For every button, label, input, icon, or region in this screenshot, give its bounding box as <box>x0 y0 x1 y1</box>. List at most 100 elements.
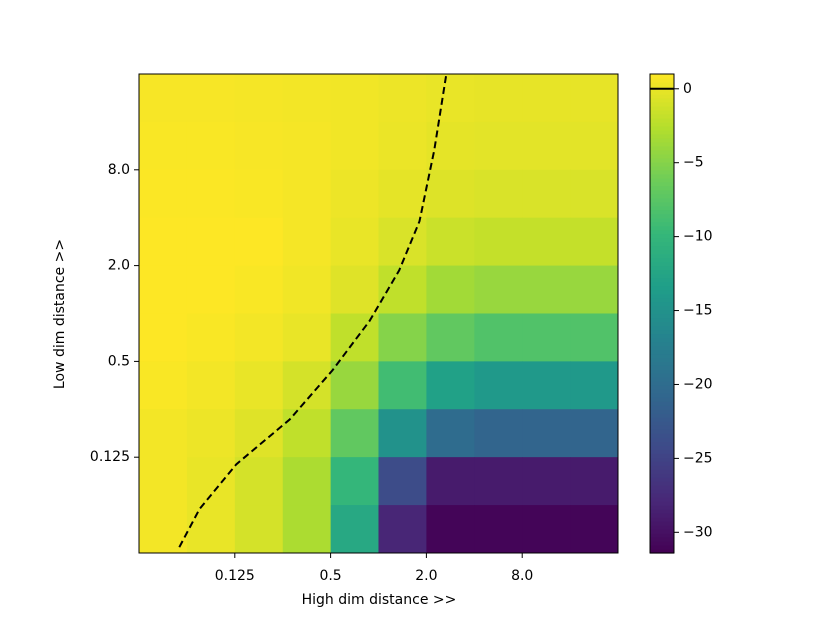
colorbar-slice <box>650 445 674 450</box>
colorbar-slice <box>650 89 674 95</box>
colorbar-slice <box>650 413 674 418</box>
colorbar-slice <box>650 281 674 287</box>
colorbar-slice <box>650 301 674 307</box>
heatmap-cell <box>378 409 427 458</box>
colorbar-slice <box>650 517 674 522</box>
colorbar-slice <box>650 289 674 295</box>
heatmap-cell <box>234 169 284 219</box>
heatmap-cell <box>330 313 379 362</box>
heatmap-cell <box>282 409 332 458</box>
colorbar-tick-label: −30 <box>683 524 713 540</box>
colorbar-slice <box>650 209 674 215</box>
heatmap-cell <box>426 169 475 219</box>
heatmap-cell <box>282 217 332 267</box>
colorbar-slice <box>650 101 674 107</box>
colorbar-slice <box>650 429 674 434</box>
heatmap-cell <box>474 121 523 171</box>
x-tick-label: 2.0 <box>415 568 437 584</box>
colorbar-slice <box>650 533 674 538</box>
heatmap-cell <box>234 265 284 315</box>
heatmap-cell <box>186 265 236 315</box>
colorbar-slice <box>650 77 674 83</box>
colorbar-tick-label: 0 <box>683 81 692 97</box>
colorbar-slice <box>650 397 674 402</box>
heatmap-cell <box>522 265 571 315</box>
colorbar-slice <box>650 141 674 147</box>
heatmap-cell <box>426 121 475 171</box>
heatmap-cell <box>522 409 571 458</box>
colorbar-slice <box>650 245 674 251</box>
heatmap-cell <box>378 169 427 219</box>
heatmap-cell <box>378 265 427 315</box>
colorbar-slice <box>650 341 674 347</box>
heatmap-cell <box>426 457 475 506</box>
heatmap-cell <box>139 217 188 267</box>
heatmap-cell <box>234 121 284 171</box>
heatmap-cell <box>139 121 188 171</box>
heatmap-cell <box>234 361 284 410</box>
heatmap-cell <box>522 74 571 123</box>
colorbar-slice <box>650 329 674 335</box>
heatmap-cell <box>330 505 379 554</box>
colorbar-slice <box>650 465 674 470</box>
heatmap-cell <box>570 457 619 506</box>
colorbar-slice <box>650 317 674 323</box>
heatmap-cell <box>378 121 427 171</box>
colorbar-slice <box>650 253 674 259</box>
colorbar-slice <box>650 345 674 351</box>
heatmap-cell <box>570 313 619 362</box>
colorbar-slice <box>650 409 674 414</box>
colorbar-slice <box>650 273 674 279</box>
colorbar-slice <box>650 541 674 546</box>
colorbar-slice <box>650 129 674 135</box>
colorbar-slice <box>650 133 674 139</box>
colorbar-slice <box>650 117 674 123</box>
x-tick-label: 0.5 <box>319 568 341 584</box>
heatmap-cell <box>330 457 379 506</box>
colorbar-slice <box>650 229 674 235</box>
heatmap-cell <box>426 361 475 410</box>
colorbar-slice <box>650 449 674 454</box>
colorbar-slice <box>650 501 674 506</box>
heatmap-cell <box>282 74 332 123</box>
heatmap-cell <box>234 505 284 554</box>
y-tick-label: 8.0 <box>108 162 130 178</box>
heatmap-cell <box>186 505 236 554</box>
heatmap-cell <box>474 505 523 554</box>
heatmap-cell <box>282 265 332 315</box>
x-tick-label: 0.125 <box>215 568 255 584</box>
heatmap-cell <box>474 169 523 219</box>
heatmap-cell <box>139 169 188 219</box>
heatmap-cell <box>522 457 571 506</box>
colorbar-slice <box>650 81 674 87</box>
colorbar-slice <box>650 93 674 99</box>
heatmap-cell <box>139 265 188 315</box>
colorbar-slice <box>650 497 674 502</box>
colorbar-slice <box>650 489 674 494</box>
colorbar-slice <box>650 433 674 438</box>
x-axis-label: High dim distance >> <box>302 592 457 608</box>
heatmap-cell <box>330 217 379 267</box>
colorbar-slice <box>650 477 674 482</box>
colorbar-slice <box>650 373 674 378</box>
heatmap-cell <box>282 313 332 362</box>
colorbar-slice <box>650 321 674 327</box>
colorbar-tick-label: −25 <box>683 450 713 466</box>
colorbar-slice <box>650 353 674 359</box>
colorbar-slice <box>650 469 674 474</box>
colorbar-slice <box>650 389 674 394</box>
colorbar-slice <box>650 401 674 406</box>
colorbar-slice <box>650 181 674 187</box>
heatmap-cell <box>234 457 284 506</box>
colorbar-slice <box>650 105 674 111</box>
heatmap-cell <box>570 361 619 410</box>
colorbar-slice <box>650 185 674 191</box>
heatmap-cell <box>186 313 236 362</box>
colorbar-slice <box>650 525 674 530</box>
heatmap-cell <box>282 169 332 219</box>
colorbar-slice <box>650 537 674 542</box>
y-tick-label: 2.0 <box>108 258 130 274</box>
colorbar-tick-label: −15 <box>683 303 713 319</box>
colorbar-slice <box>650 337 674 343</box>
